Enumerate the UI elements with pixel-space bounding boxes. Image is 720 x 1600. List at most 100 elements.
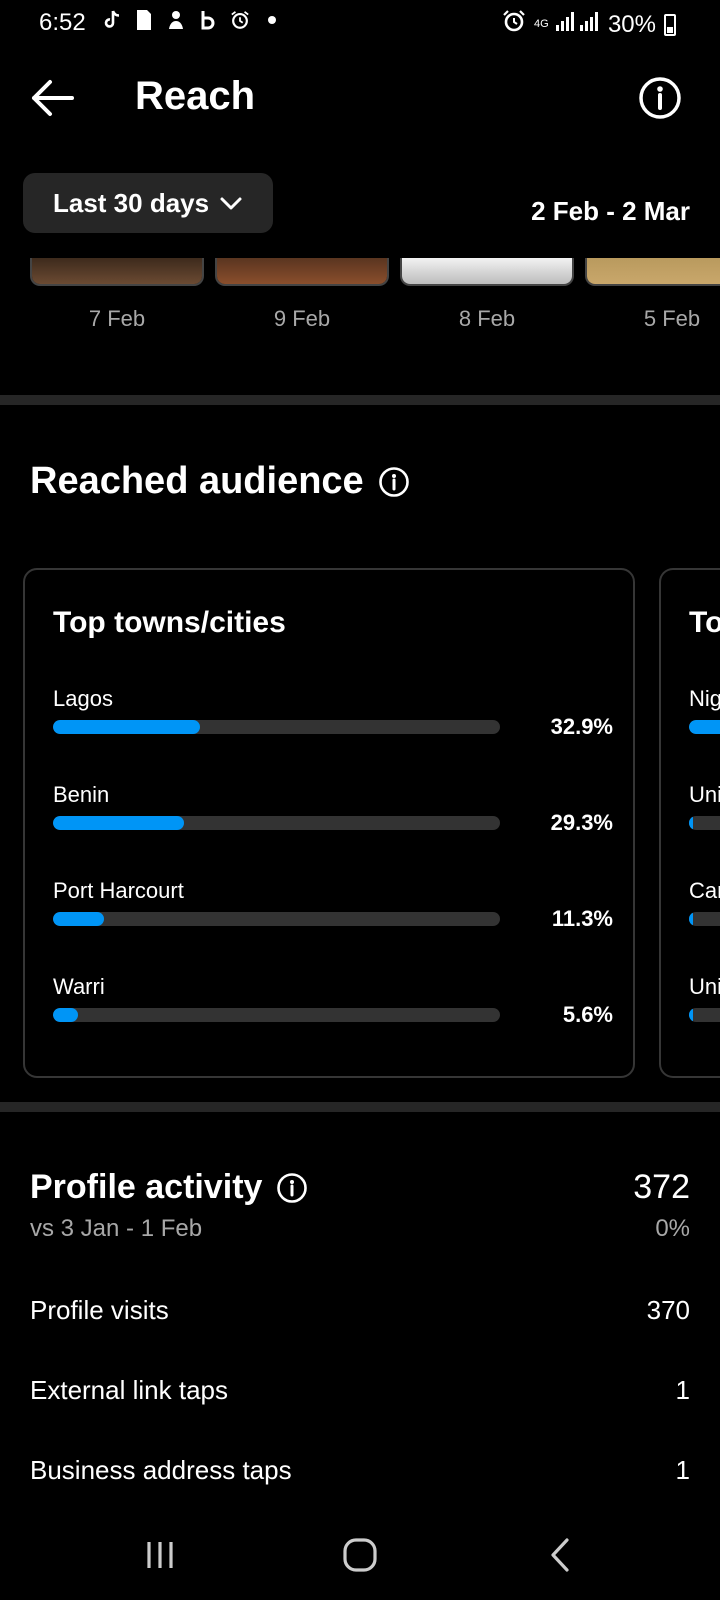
metric-value: 1 (675, 1455, 690, 1485)
bar-track (53, 816, 500, 830)
notification-icons (102, 8, 282, 32)
profile-activity-total: 372 (633, 1168, 690, 1206)
alarm-icon (230, 8, 250, 32)
country-name: Uni (689, 974, 720, 999)
city-bar-item: Benin 29.3% (53, 782, 613, 862)
system-icons: 4G 30% (502, 9, 676, 40)
recent-apps-icon (147, 1542, 173, 1568)
signal-icon (555, 10, 600, 39)
date-range-label: Last 30 days (53, 187, 210, 218)
country-name: Nig (689, 686, 720, 711)
thumbnail-date: 5 Feb (643, 306, 701, 331)
bar-track (689, 1008, 720, 1022)
thumbnail-image (32, 258, 202, 284)
city-name: Benin (53, 782, 110, 807)
thumbnail-image (217, 258, 387, 284)
back-nav-button[interactable] (530, 1530, 590, 1580)
date-range-dropdown[interactable]: Last 30 days (23, 173, 273, 233)
info-button[interactable] (638, 76, 682, 120)
recent-apps-button[interactable] (130, 1530, 190, 1580)
tiktok-icon (102, 8, 122, 32)
status-time: 6:52 (39, 9, 86, 36)
metric-value: 370 (646, 1295, 690, 1325)
bar-track (689, 816, 720, 830)
city-bar-item: Lagos 32.9% (53, 686, 613, 766)
page-title: Reach (135, 74, 256, 118)
bar-fill (53, 912, 104, 926)
change-percent: 0% (655, 1215, 690, 1242)
city-percent: 11.3% (551, 906, 613, 931)
metric-label: Profile visits (30, 1295, 169, 1325)
bar-fill (689, 1008, 693, 1022)
app-icon (166, 8, 186, 32)
top-content-row: 7 Feb 9 Feb 8 Feb 5 Feb (0, 258, 720, 338)
bar-fill (689, 816, 693, 830)
content-thumbnail[interactable] (400, 258, 574, 286)
bar-track (689, 720, 720, 734)
thumbnail-date: 9 Feb (273, 306, 331, 331)
content-thumbnail[interactable] (30, 258, 204, 286)
profile-activity-title: Profile activity (30, 1168, 263, 1206)
status-bar: 6:52 4G (0, 0, 720, 48)
card-title: To (689, 606, 720, 639)
metric-value: 1 (675, 1375, 690, 1405)
city-name: Port Harcourt (53, 878, 184, 903)
comparison-period: vs 3 Jan - 1 Feb (30, 1215, 203, 1242)
info-icon (639, 77, 681, 119)
metric-row: Business address taps 1 (30, 1455, 690, 1486)
city-percent: 5.6% (562, 1002, 613, 1027)
back-chevron-icon (551, 1538, 569, 1572)
chevron-down-icon (220, 197, 242, 210)
thumbnail-date: 8 Feb (458, 306, 516, 331)
bar-fill (53, 816, 184, 830)
info-icon[interactable] (276, 1172, 308, 1204)
metric-row: External link taps 1 (30, 1375, 690, 1406)
profile-activity-heading: Profile activity (30, 1168, 308, 1207)
battery-percent: 30% (607, 10, 656, 38)
bar-fill (689, 912, 693, 926)
city-name: Warri (53, 974, 105, 999)
section-divider (0, 395, 720, 405)
bar-track (53, 720, 500, 734)
top-countries-card[interactable]: To Nig Uni Car Uni (659, 568, 720, 1078)
home-icon (343, 1538, 377, 1572)
home-button[interactable] (330, 1530, 390, 1580)
system-nav-bar (0, 1510, 720, 1600)
network-type: 4G (533, 18, 549, 30)
thumbnail-date: 7 Feb (88, 306, 146, 331)
city-name: Lagos (53, 686, 113, 711)
metric-label: External link taps (30, 1375, 228, 1405)
dot-icon (262, 8, 282, 32)
bar-fill (689, 720, 720, 734)
thumbnail-image (587, 258, 720, 284)
city-bar-item: Port Harcourt 11.3% (53, 878, 613, 958)
content-thumbnail[interactable] (585, 258, 720, 286)
section-divider (0, 1102, 720, 1112)
date-range-text: 2 Feb - 2 Mar (531, 196, 690, 226)
content-thumbnail[interactable] (215, 258, 389, 286)
back-button[interactable] (28, 76, 78, 120)
back-arrow-icon (32, 80, 74, 116)
reached-audience-title: Reached audience (30, 460, 364, 502)
city-percent: 32.9% (550, 714, 613, 739)
bar-track (689, 912, 720, 926)
alarm-status-icon (502, 9, 526, 40)
battery-icon (664, 13, 676, 36)
country-name: Uni (689, 782, 720, 807)
metric-label: Business address taps (30, 1455, 292, 1485)
city-bar-item: Warri 5.6% (53, 974, 613, 1054)
country-name: Car (689, 878, 720, 903)
reached-audience-heading: Reached audience (30, 460, 410, 503)
card-title: Top towns/cities (53, 606, 286, 639)
bar-fill (53, 720, 201, 734)
info-icon[interactable] (378, 466, 410, 498)
top-cities-card[interactable]: Top towns/cities Lagos 32.9% Benin 29.3%… (23, 568, 635, 1078)
bar-track (53, 912, 500, 926)
metric-row: Profile visits 370 (30, 1295, 690, 1326)
b-app-icon (198, 8, 218, 32)
bar-fill (53, 1008, 79, 1022)
thumbnail-image (402, 258, 572, 284)
document-icon (134, 8, 154, 32)
bar-track (53, 1008, 500, 1022)
